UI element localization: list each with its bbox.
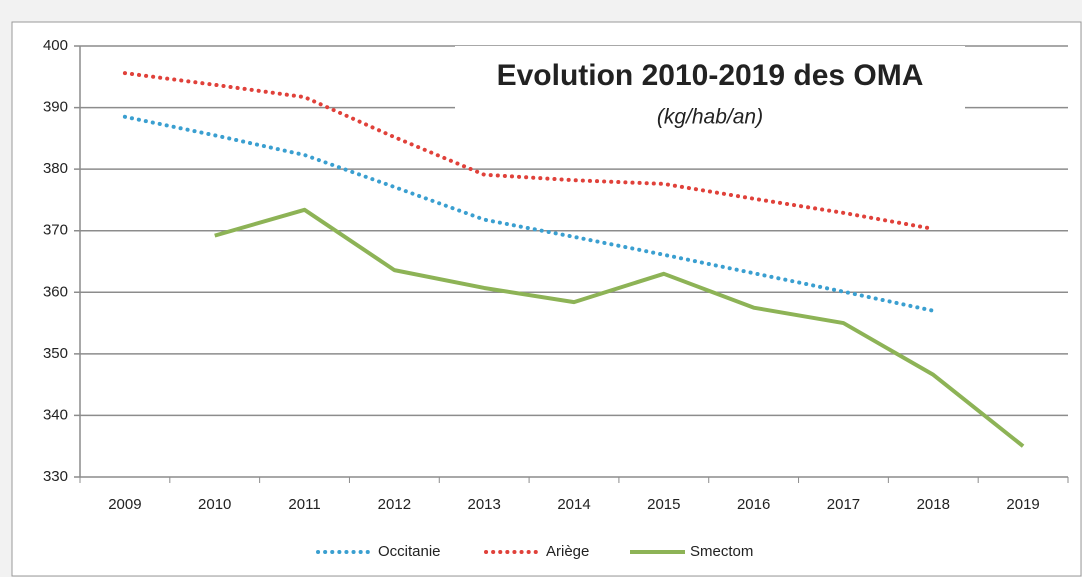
y-tick-label: 330: [43, 468, 68, 485]
chart-subtitle: (kg/hab/an): [657, 106, 763, 129]
x-tick-label: 2010: [198, 496, 231, 513]
chart-title: Evolution 2010-2019 des OMA: [497, 59, 924, 92]
series-line: [122, 71, 936, 231]
y-tick-label: 340: [43, 406, 68, 423]
x-tick-label: 2017: [827, 496, 860, 513]
x-tick-label: 2015: [647, 496, 680, 513]
y-tick-label: 390: [43, 99, 68, 116]
series-line: [122, 114, 936, 313]
legend-label: Occitanie: [378, 543, 441, 560]
y-tick-label: 370: [43, 222, 68, 239]
legend-label: Smectom: [690, 543, 753, 560]
x-tick-label: 2018: [917, 496, 950, 513]
y-tick-label: 400: [43, 37, 68, 54]
legend-label: Ariège: [546, 543, 589, 560]
x-tick-label: 2012: [378, 496, 411, 513]
x-tick-label: 2019: [1006, 496, 1039, 513]
y-tick-label: 350: [43, 345, 68, 362]
y-tick-label: 380: [43, 160, 68, 177]
y-tick-label: 360: [43, 283, 68, 300]
x-tick-label: 2009: [108, 496, 141, 513]
title-box: [455, 46, 965, 146]
x-tick-label: 2016: [737, 496, 770, 513]
series-line: [214, 207, 1025, 448]
x-tick-label: 2014: [557, 496, 590, 513]
x-tick-label: 2013: [467, 496, 500, 513]
x-tick-label: 2011: [288, 496, 320, 513]
